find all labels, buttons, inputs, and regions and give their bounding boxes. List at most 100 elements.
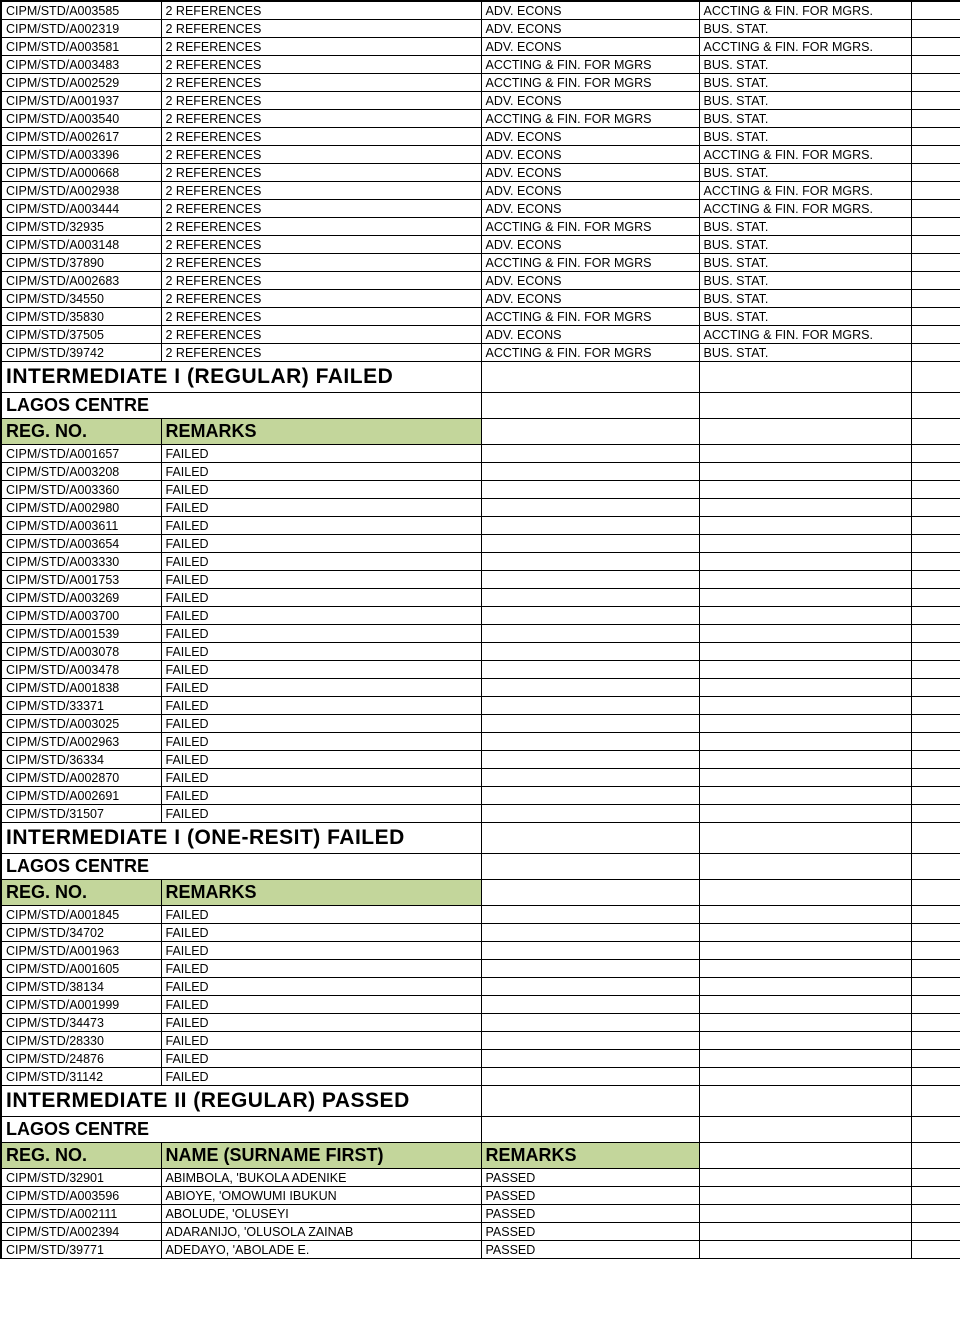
subject-1: ACCTING & FIN. FOR MGRS	[481, 254, 699, 272]
subject-2: BUS. STAT.	[699, 110, 911, 128]
subject-1: ADV. ECONS	[481, 236, 699, 254]
subject-1: ADV. ECONS	[481, 1, 699, 20]
remarks: FAILED	[161, 942, 481, 960]
reg-no: CIPM/STD/A003444	[1, 200, 161, 218]
remarks: 2 REFERENCES	[161, 326, 481, 344]
centre-title: LAGOS CENTRE	[1, 1117, 481, 1143]
subject-1: ACCTING & FIN. FOR MGRS	[481, 74, 699, 92]
table-row: CIPM/STD/A003478FAILED	[1, 661, 960, 679]
subject-1: ADV. ECONS	[481, 20, 699, 38]
table-row: CIPM/STD/A001657FAILED	[1, 445, 960, 463]
remarks: 2 REFERENCES	[161, 92, 481, 110]
remarks: FAILED	[161, 481, 481, 499]
table-row: CIPM/STD/A0023192 REFERENCESADV. ECONSBU…	[1, 20, 960, 38]
remarks: 2 REFERENCES	[161, 218, 481, 236]
subject-1: ADV. ECONS	[481, 128, 699, 146]
remarks: 2 REFERENCES	[161, 290, 481, 308]
subject-2: BUS. STAT.	[699, 218, 911, 236]
table-row: CIPM/STD/A002870FAILED	[1, 769, 960, 787]
subject-2: BUS. STAT.	[699, 92, 911, 110]
remarks: FAILED	[161, 906, 481, 924]
reg-no: CIPM/STD/A001657	[1, 445, 161, 463]
table-row: CIPM/STD/A003269FAILED	[1, 589, 960, 607]
table-row: CIPM/STD/A003700FAILED	[1, 607, 960, 625]
reg-no: CIPM/STD/A001838	[1, 679, 161, 697]
table-row: REG. NO.NAME (SURNAME FIRST)REMARKS	[1, 1143, 960, 1169]
reg-no: CIPM/STD/A001539	[1, 625, 161, 643]
table-row: CIPM/STD/24876FAILED	[1, 1050, 960, 1068]
remarks: FAILED	[161, 697, 481, 715]
table-row: CIPM/STD/A0034832 REFERENCESACCTING & FI…	[1, 56, 960, 74]
remarks: 2 REFERENCES	[161, 272, 481, 290]
remarks: 2 REFERENCES	[161, 1, 481, 20]
reg-no: CIPM/STD/31142	[1, 1068, 161, 1086]
reg-no: CIPM/STD/37505	[1, 326, 161, 344]
subject-1: ACCTING & FIN. FOR MGRS	[481, 56, 699, 74]
name: ADARANIJO, 'OLUSOLA ZAINAB	[161, 1223, 481, 1241]
table-row: CIPM/STD/375052 REFERENCESADV. ECONSACCT…	[1, 326, 960, 344]
subject-1: ACCTING & FIN. FOR MGRS	[481, 308, 699, 326]
remarks: FAILED	[161, 589, 481, 607]
table-row: CIPM/STD/A002963FAILED	[1, 733, 960, 751]
reg-no: CIPM/STD/32901	[1, 1169, 161, 1187]
table-row: CIPM/STD/A0035812 REFERENCESADV. ECONSAC…	[1, 38, 960, 56]
reg-no: CIPM/STD/38134	[1, 978, 161, 996]
name: ABOLUDE, 'OLUSEYI	[161, 1205, 481, 1223]
reg-no: CIPM/STD/31507	[1, 805, 161, 823]
results-table: CIPM/STD/A0035852 REFERENCESADV. ECONSAC…	[0, 0, 960, 1259]
table-row: CIPM/STD/34702FAILED	[1, 924, 960, 942]
subject-2: BUS. STAT.	[699, 56, 911, 74]
reg-no: CIPM/STD/28330	[1, 1032, 161, 1050]
subject-2: ACCTING & FIN. FOR MGRS.	[699, 146, 911, 164]
table-row: LAGOS CENTRE	[1, 854, 960, 880]
table-row: INTERMEDIATE I (ONE-RESIT) FAILED	[1, 823, 960, 854]
reg-no: CIPM/STD/39742	[1, 344, 161, 362]
table-row: CIPM/STD/A001999FAILED	[1, 996, 960, 1014]
reg-no: CIPM/STD/A003330	[1, 553, 161, 571]
remarks: FAILED	[161, 571, 481, 589]
reg-no: CIPM/STD/A003396	[1, 146, 161, 164]
reg-no: CIPM/STD/A003540	[1, 110, 161, 128]
table-row: CIPM/STD/34473FAILED	[1, 1014, 960, 1032]
remarks: FAILED	[161, 535, 481, 553]
header-regno: REG. NO.	[1, 1143, 161, 1169]
table-row: CIPM/STD/31142FAILED	[1, 1068, 960, 1086]
table-row: CIPM/STD/A0035852 REFERENCESADV. ECONSAC…	[1, 1, 960, 20]
remarks: FAILED	[161, 805, 481, 823]
remarks: FAILED	[161, 960, 481, 978]
table-row: LAGOS CENTRE	[1, 393, 960, 419]
reg-no: CIPM/STD/A001753	[1, 571, 161, 589]
remarks: FAILED	[161, 607, 481, 625]
remarks: PASSED	[481, 1169, 699, 1187]
remarks: 2 REFERENCES	[161, 74, 481, 92]
subject-2: BUS. STAT.	[699, 236, 911, 254]
reg-no: CIPM/STD/A001937	[1, 92, 161, 110]
subject-2: ACCTING & FIN. FOR MGRS.	[699, 182, 911, 200]
table-row: CIPM/STD/397422 REFERENCESACCTING & FIN.…	[1, 344, 960, 362]
table-row: CIPM/STD/32901ABIMBOLA, 'BUKOLA ADENIKEP…	[1, 1169, 960, 1187]
reg-no: CIPM/STD/A003483	[1, 56, 161, 74]
remarks: FAILED	[161, 679, 481, 697]
centre-title: LAGOS CENTRE	[1, 393, 481, 419]
subject-2: ACCTING & FIN. FOR MGRS.	[699, 38, 911, 56]
name: ABIMBOLA, 'BUKOLA ADENIKE	[161, 1169, 481, 1187]
remarks: FAILED	[161, 661, 481, 679]
reg-no: CIPM/STD/A003654	[1, 535, 161, 553]
header-remarks: REMARKS	[161, 880, 481, 906]
reg-no: CIPM/STD/33371	[1, 697, 161, 715]
remarks: FAILED	[161, 1014, 481, 1032]
remarks: 2 REFERENCES	[161, 56, 481, 74]
remarks: 2 REFERENCES	[161, 20, 481, 38]
remarks: 2 REFERENCES	[161, 110, 481, 128]
subject-1: ADV. ECONS	[481, 92, 699, 110]
reg-no: CIPM/STD/A002529	[1, 74, 161, 92]
table-row: CIPM/STD/A002691FAILED	[1, 787, 960, 805]
reg-no: CIPM/STD/34702	[1, 924, 161, 942]
remarks: 2 REFERENCES	[161, 164, 481, 182]
subject-1: ADV. ECONS	[481, 164, 699, 182]
table-row: CIPM/STD/A0034442 REFERENCESADV. ECONSAC…	[1, 200, 960, 218]
subject-1: ADV. ECONS	[481, 38, 699, 56]
table-row: CIPM/STD/A0031482 REFERENCESADV. ECONSBU…	[1, 236, 960, 254]
remarks: PASSED	[481, 1187, 699, 1205]
subject-2: BUS. STAT.	[699, 344, 911, 362]
